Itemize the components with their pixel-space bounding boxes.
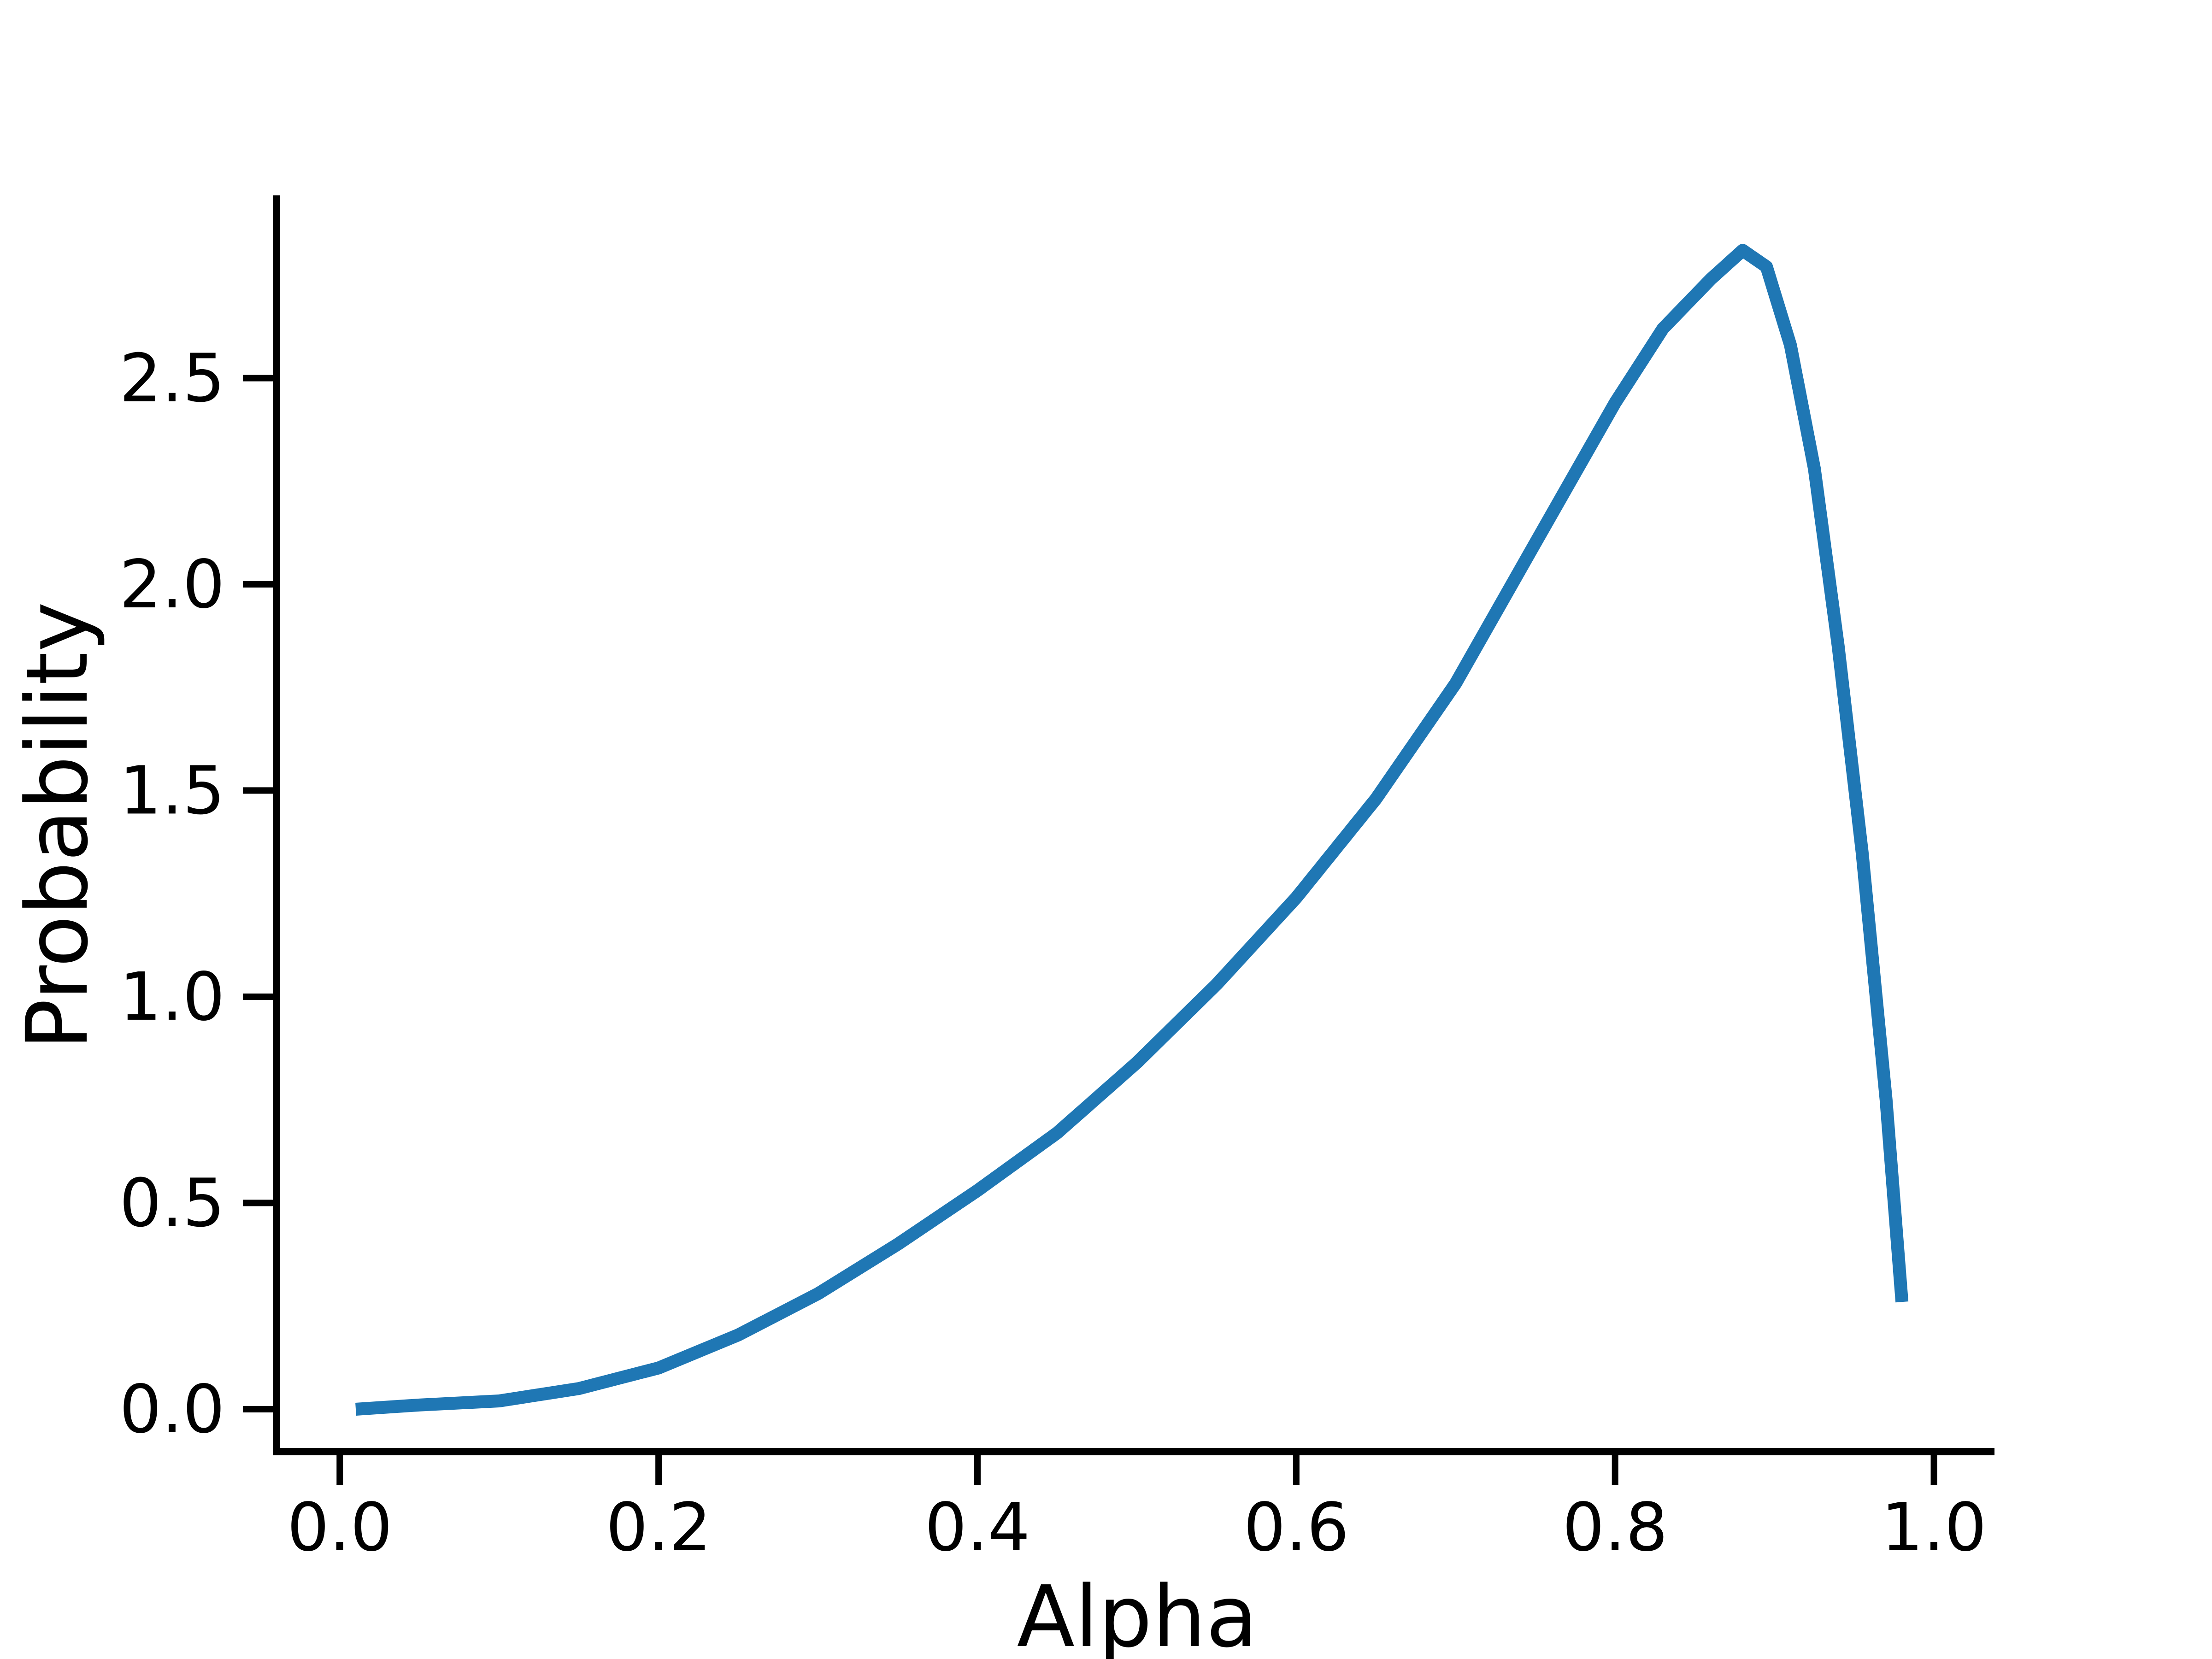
y-tick-label: 1.5 bbox=[119, 752, 225, 829]
y-tick-label: 0.5 bbox=[119, 1164, 225, 1241]
y-tick-label: 2.5 bbox=[119, 339, 225, 417]
series-line-probability-density bbox=[355, 244, 1909, 1416]
y-tick-label: 1.0 bbox=[119, 958, 225, 1035]
x-tick-label: 0.4 bbox=[924, 1488, 1030, 1566]
x-tick-label: 1.0 bbox=[1881, 1488, 1987, 1566]
x-axis-ticks: 0.0 0.2 0.4 0.6 0.8 1.0 bbox=[287, 1455, 1987, 1566]
y-axis-ticks: 0.0 0.5 1.0 1.5 2.0 2.5 bbox=[119, 339, 273, 1448]
x-axis-label: Alpha bbox=[1017, 1568, 1258, 1659]
x-tick-label: 0.0 bbox=[287, 1488, 393, 1566]
curve-group bbox=[355, 244, 1909, 1416]
x-tick-label: 0.2 bbox=[606, 1488, 712, 1566]
x-tick-label: 0.8 bbox=[1562, 1488, 1668, 1566]
x-tick-label: 0.6 bbox=[1243, 1488, 1349, 1566]
y-tick-label: 0.0 bbox=[119, 1371, 225, 1448]
y-axis-label: Probability bbox=[8, 602, 107, 1050]
y-tick-label: 2.0 bbox=[119, 546, 225, 623]
